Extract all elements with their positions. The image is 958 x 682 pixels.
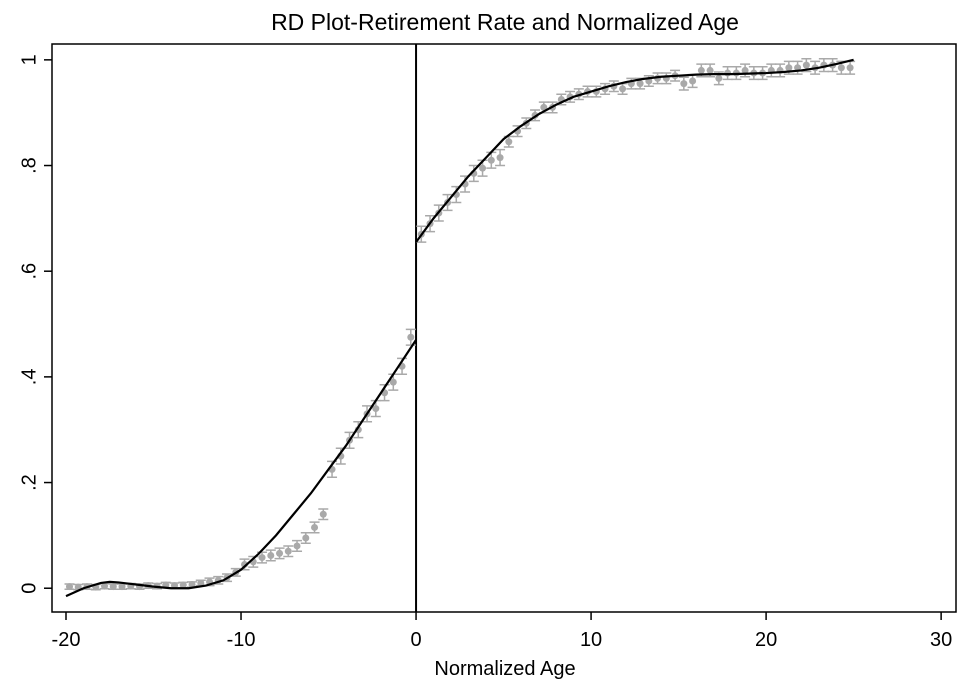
data-point <box>715 74 723 82</box>
y-tick-label: 0 <box>18 583 40 594</box>
x-axis-label: Normalized Age <box>434 658 575 680</box>
x-tick-label: 20 <box>755 629 777 651</box>
data-point <box>619 85 627 93</box>
y-tick-label: .2 <box>18 474 40 491</box>
fit-line <box>415 58 854 243</box>
data-point <box>319 510 327 518</box>
data-point <box>479 164 487 172</box>
data-point <box>846 64 854 72</box>
x-tick-label: 0 <box>410 629 421 651</box>
x-tick-label: 10 <box>580 629 602 651</box>
y-tick-label: .8 <box>18 157 40 174</box>
data-point <box>197 579 205 587</box>
fit-line <box>65 339 417 598</box>
data-point <box>837 64 845 72</box>
data-point <box>802 61 810 69</box>
chart-title: RD Plot-Retirement Rate and Normalized A… <box>271 9 739 35</box>
data-point <box>389 378 397 386</box>
data-point <box>293 542 301 550</box>
x-tick-label: -10 <box>227 629 256 651</box>
data-point <box>302 534 310 542</box>
data-point <box>311 523 319 531</box>
data-point <box>505 138 513 146</box>
x-tick-label: -20 <box>52 629 81 651</box>
data-point <box>496 154 504 162</box>
data-point <box>697 66 705 74</box>
data-point <box>118 583 126 591</box>
data-point <box>689 77 697 85</box>
data-point <box>741 66 749 74</box>
data-point <box>276 549 284 557</box>
data-point <box>785 64 793 72</box>
data-point <box>407 333 415 341</box>
data-point <box>706 66 714 74</box>
data-point <box>540 103 548 111</box>
data-point <box>109 583 117 591</box>
y-tick-label: 1 <box>18 54 40 65</box>
data-point <box>487 156 495 164</box>
data-point <box>179 581 187 589</box>
x-tick-label: 30 <box>930 629 952 651</box>
data-point <box>267 551 275 559</box>
plot-frame <box>51 43 957 613</box>
data-point <box>258 554 266 562</box>
data-point <box>101 582 109 590</box>
data-point <box>372 405 380 413</box>
data-point <box>284 547 292 555</box>
data-point <box>66 583 74 591</box>
data-point <box>636 80 644 88</box>
data-point <box>680 80 688 88</box>
y-tick-label: .6 <box>18 263 40 280</box>
data-point <box>188 581 196 589</box>
y-tick-label: .4 <box>18 369 40 386</box>
